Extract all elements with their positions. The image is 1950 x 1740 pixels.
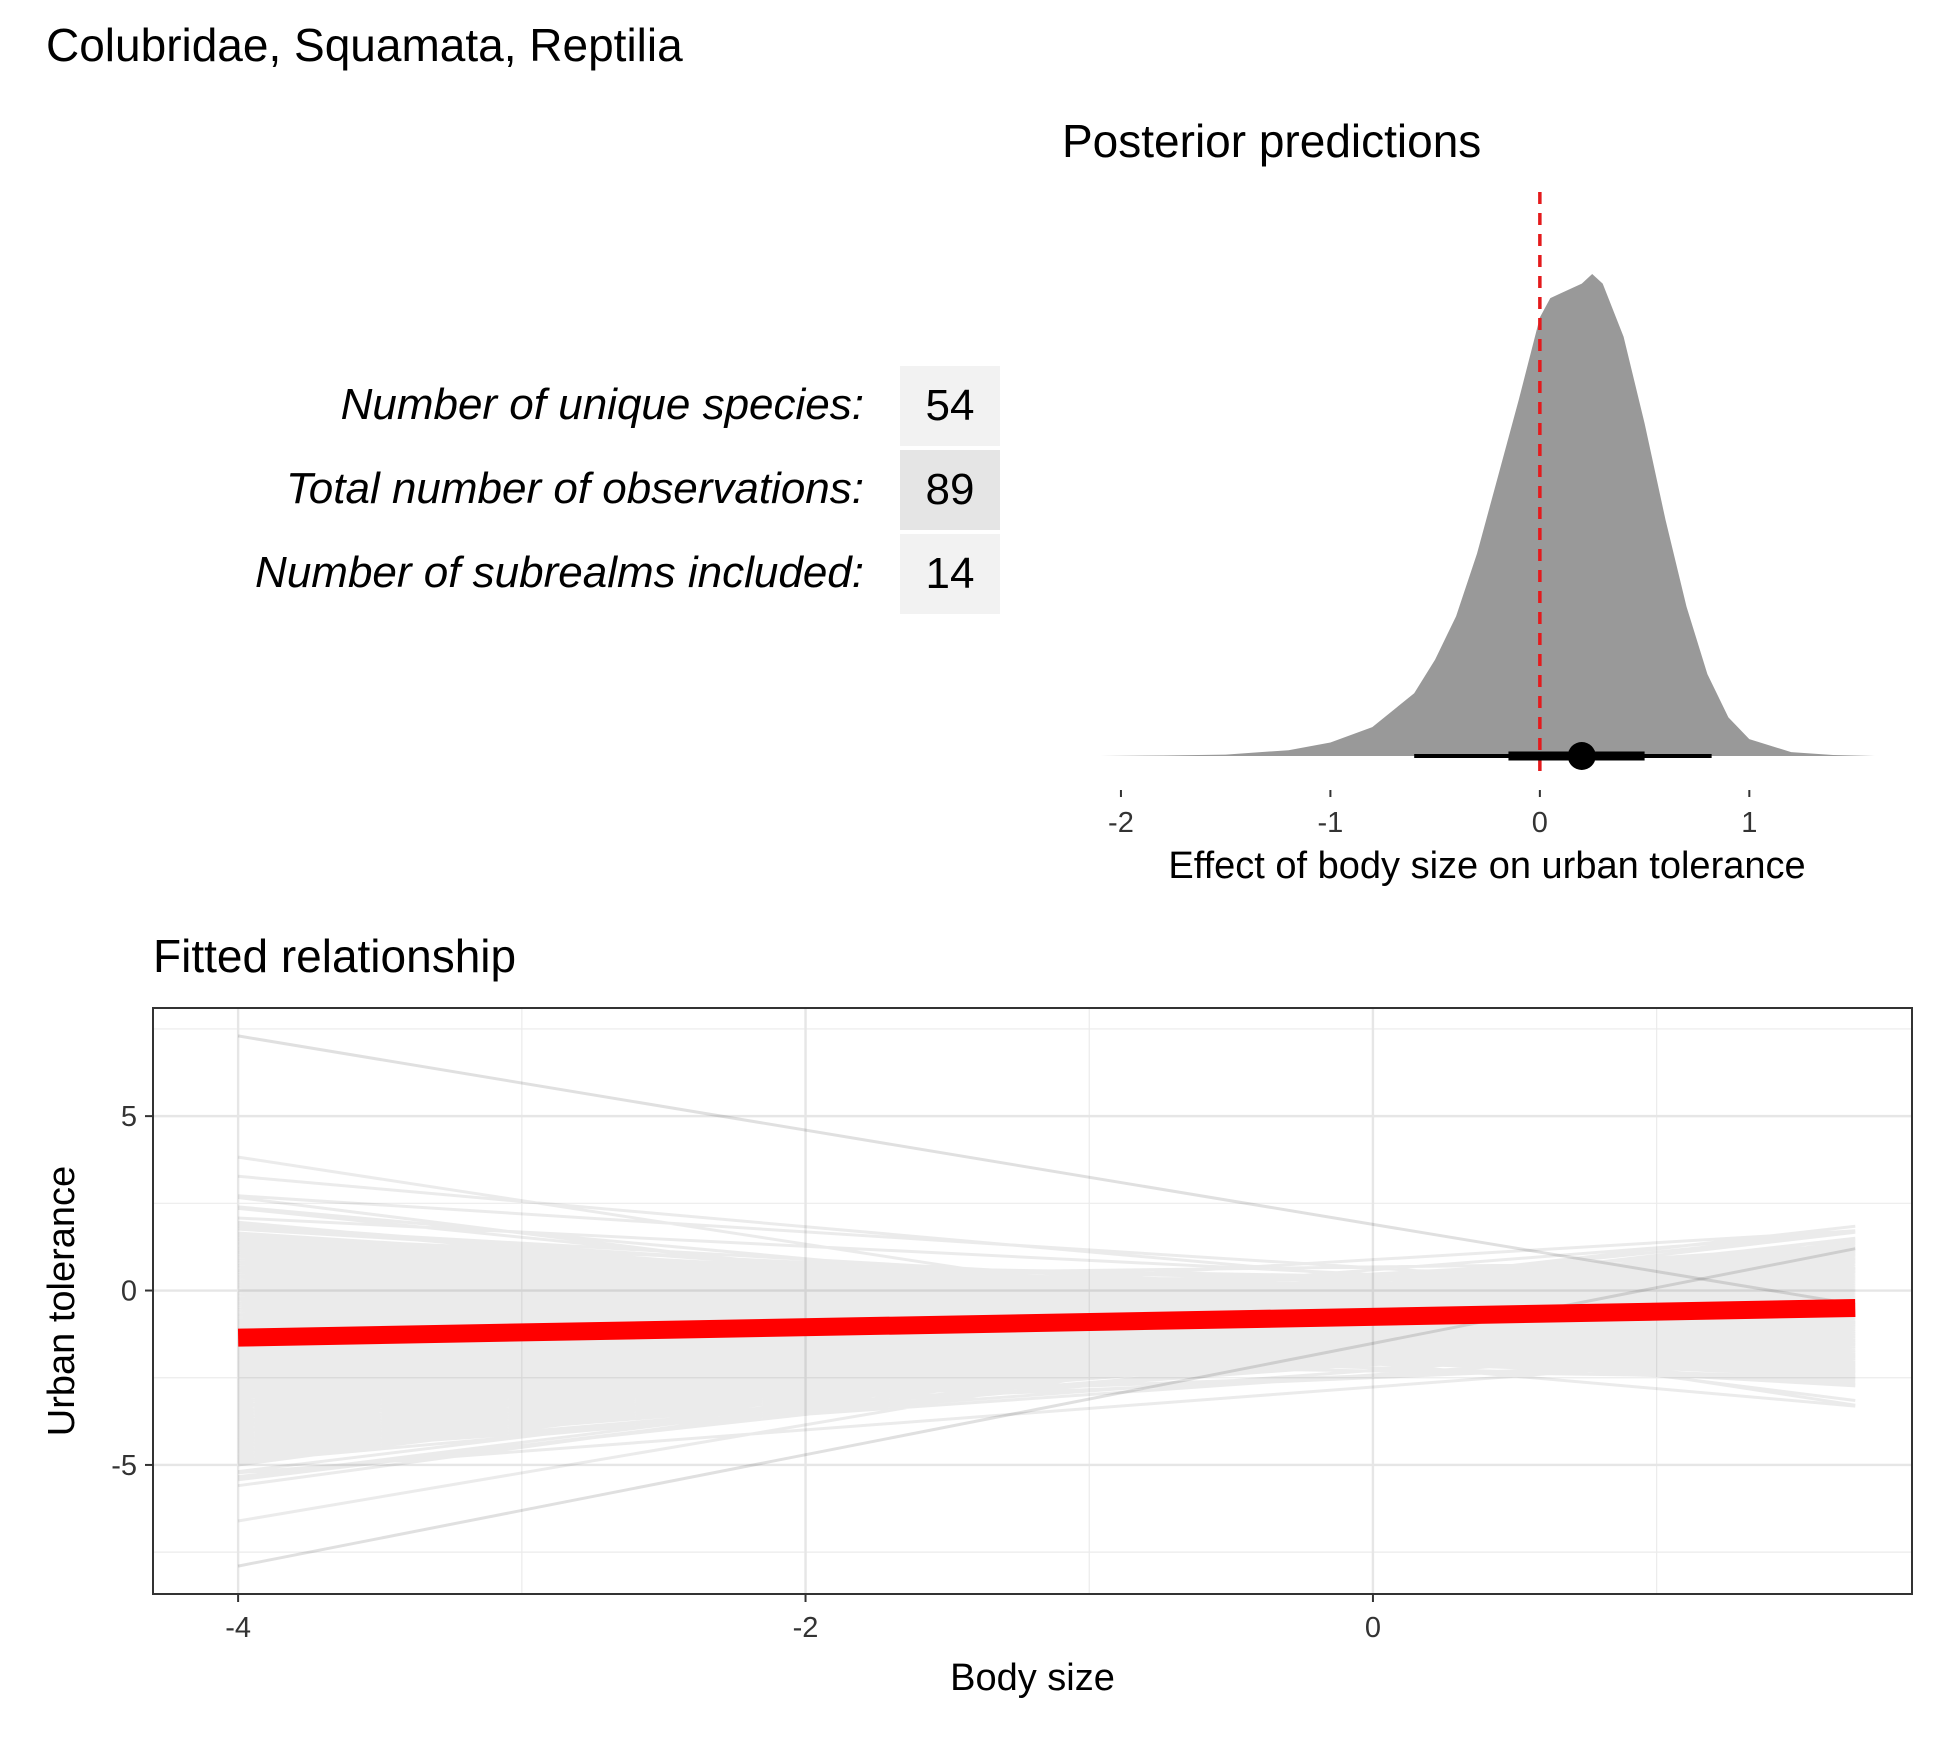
posterior-density-area [1100,274,1875,756]
posterior-draw-outlier [237,1247,1856,1568]
posterior-chart: Posterior predictions -2 -1 0 1 Effect of bod… [1062,115,1875,887]
stat-label: Number of unique species: [340,380,864,429]
fitted-y-tick-label: 0 [121,1276,137,1308]
posterior-draw-lines [237,1155,1856,1523]
stat-value: 14 [900,534,1000,614]
posterior-x-tick-label: 1 [1741,807,1757,839]
posterior-x-label: Effect of body size on urban tolerance [1168,845,1805,887]
posterior-draw-outlier [237,1034,1856,1306]
fitted-y-tick-label: 5 [121,1101,137,1133]
fitted-panel-border [152,1007,1913,1595]
fitted-x-tick-label: -2 [793,1612,819,1644]
stat-value: 54 [900,366,1000,446]
fitted-x-tick-label: -4 [225,1612,251,1644]
stat-value: 89 [900,450,1000,530]
stat-label: Number of subrealms included: [255,548,864,597]
posterior-x-tick-label: -1 [1318,807,1344,839]
fitted-y-label: Urban tolerance [41,1166,83,1436]
posterior-x-tick-label: 0 [1532,807,1548,839]
fitted-panel-background [153,1008,1912,1594]
fitted-x-label: Body size [950,1657,1115,1699]
fitted-y-tick-label: -5 [111,1450,137,1482]
posterior-x-tick-label: -2 [1108,807,1134,839]
stat-label: Total number of observations: [285,464,864,513]
fitted-mean-line [237,1298,1856,1347]
posterior-title: Posterior predictions [1062,115,1481,167]
fitted-title: Fitted relationship [153,930,516,982]
figure-title: Colubridae, Squamata, Reptilia [46,19,683,71]
fitted-grid [153,1008,1912,1594]
median-point [1567,742,1596,770]
fitted-x-tick-label: 0 [1365,1612,1381,1644]
